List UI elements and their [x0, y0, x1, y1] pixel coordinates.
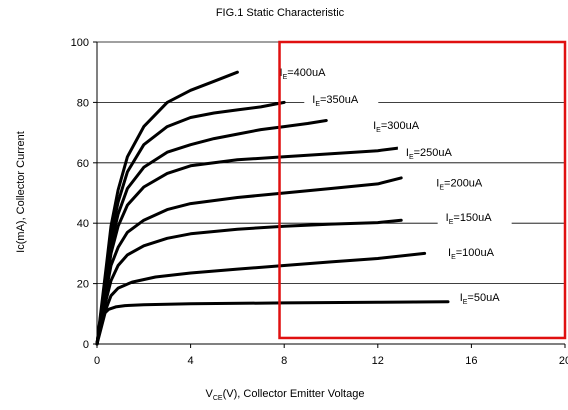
- chart-title: FIG.1 Static Characteristic: [216, 7, 345, 19]
- series-label-group: IE=100uA: [440, 244, 514, 261]
- x-tick-label: 20: [559, 355, 568, 367]
- series-labels: IE=50uA IE=100uA IE=150uA IE=200uA IE=250uA I…: [271, 65, 526, 306]
- x-tick-label: 0: [94, 355, 100, 367]
- y-tick-label: 100: [71, 37, 89, 49]
- series-label: IE=100uA: [448, 247, 495, 261]
- y-tick-label: 0: [83, 339, 89, 351]
- series-line: [95, 218, 403, 346]
- series-label: IE=200uA: [436, 177, 483, 191]
- highlight-box: [278, 40, 567, 340]
- highlight-box-layer: [278, 40, 567, 340]
- x-tick-label: 4: [188, 355, 194, 367]
- series-label-group: IE=300uA: [365, 117, 440, 134]
- y-tick-label: 20: [77, 279, 89, 291]
- series-line: [95, 251, 427, 346]
- series-label: IE=50uA: [460, 292, 501, 306]
- series-label-bg: [440, 244, 514, 261]
- tick-labels: 0 20 40 60 80 100 0 4 8 12 16 20: [71, 37, 568, 367]
- series-label-bg: [365, 117, 440, 134]
- series-label-group: IE=50uA: [451, 289, 526, 306]
- series-label-group: IE=400uA: [271, 65, 346, 82]
- series-label-bg: [304, 92, 379, 109]
- series-label: IE=250uA: [406, 147, 453, 161]
- series-label-bg: [428, 175, 503, 192]
- series-label: IE=400uA: [280, 67, 327, 81]
- series-label-bg: [271, 65, 346, 82]
- axes: [93, 41, 566, 348]
- x-axis-label-main: V: [206, 388, 214, 400]
- series-line: [95, 70, 239, 346]
- x-tick-label: 16: [465, 355, 477, 367]
- series-label-bg: [437, 209, 512, 226]
- series-label-group: IE=200uA: [428, 175, 503, 192]
- x-tick-label: 8: [281, 355, 287, 367]
- series-label-bg: [451, 289, 526, 306]
- x-axis-label-rest: (V), Collector Emitter Voltage: [223, 388, 365, 400]
- series-label-group: IE=150uA: [437, 209, 512, 226]
- y-tick-label: 40: [77, 218, 89, 230]
- y-tick-label: 80: [77, 97, 89, 109]
- series-label: IE=300uA: [373, 120, 420, 134]
- series-lines: [95, 70, 450, 346]
- series-label: IE=350uA: [312, 94, 359, 108]
- series-label-group: IE=250uA: [397, 144, 472, 161]
- series-label-group: IE=350uA: [304, 92, 379, 109]
- y-tick-label: 60: [77, 158, 89, 170]
- x-axis-label: VCE(V), Collector Emitter Voltage: [206, 388, 365, 402]
- x-tick-label: 12: [372, 355, 384, 367]
- y-axis-label: Ic(mA), Collector Current: [15, 131, 27, 253]
- x-axis-label-sub: CE: [213, 395, 223, 402]
- series-label: IE=150uA: [446, 212, 493, 226]
- series-label-bg: [397, 144, 472, 161]
